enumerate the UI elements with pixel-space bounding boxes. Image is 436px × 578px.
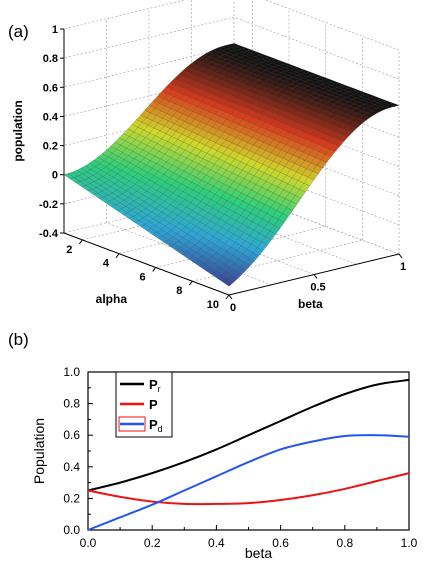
panel-a-label: (a) <box>8 22 29 41</box>
alpha-tick <box>225 294 230 300</box>
y-axis-label: Population <box>31 418 47 484</box>
surface <box>63 43 400 287</box>
beta-tick <box>398 253 403 259</box>
grid-line <box>233 191 400 255</box>
x-tick-label: 1.0 <box>401 536 418 550</box>
ticks-2d <box>87 371 410 531</box>
alpha-axis-line <box>63 232 230 296</box>
series-line-pd <box>87 434 410 531</box>
y-tick-label: 1.0 <box>63 365 80 379</box>
z-tick-label: 0.4 <box>43 111 59 123</box>
beta-tick <box>313 274 318 279</box>
x-tick-label: 0.6 <box>272 536 289 550</box>
z-tick-label: 0.2 <box>43 141 58 153</box>
grid-line <box>63 0 400 51</box>
beta-axis-label: beta <box>298 297 323 311</box>
x-tick-label: 0.8 <box>336 536 353 550</box>
alpha-tick <box>188 280 193 286</box>
z-tick-label: -0.4 <box>39 228 59 240</box>
z-axis-label: population <box>11 100 25 161</box>
y-tick-label: 0.2 <box>63 491 80 505</box>
z-tick-label: 0.8 <box>43 53 58 65</box>
alpha-tick <box>152 267 157 272</box>
alpha-tick-label: 4 <box>103 258 110 270</box>
legend-label: Pr <box>149 377 161 394</box>
legend-swatch-frame <box>118 416 146 432</box>
legend-label: P <box>149 397 158 412</box>
axes-3d <box>60 28 403 300</box>
series-line-pr <box>87 378 410 492</box>
alpha-tick-label: 8 <box>176 285 182 297</box>
alpha-tick-label: 2 <box>66 244 72 256</box>
z-tick-label: 0 <box>52 170 58 182</box>
alpha-tick <box>115 253 120 258</box>
z-tick-label: 1 <box>52 24 58 36</box>
z-tick-label: -0.2 <box>39 199 58 211</box>
beta-tick-label: 0.5 <box>310 282 325 294</box>
y-tick-label: 0.4 <box>63 460 80 474</box>
legend-label: Pd <box>149 417 163 434</box>
series-line-p <box>87 472 410 506</box>
surface-chart: -0.4-0.200.20.40.60.81population246810al… <box>11 0 406 314</box>
y-tick-label: 0.6 <box>63 428 80 442</box>
surface-cell <box>63 173 75 179</box>
alpha-axis-label: alpha <box>96 292 128 306</box>
beta-tick-label: 1 <box>400 261 406 273</box>
x-tick-label: 0.0 <box>80 536 97 550</box>
panel-b-label: (b) <box>8 330 29 349</box>
legend: Pr P Pd <box>115 371 173 438</box>
alpha-tick-label: 10 <box>207 299 219 311</box>
x-axis-label: beta <box>245 545 272 561</box>
x-tick-label: 0.4 <box>208 536 225 550</box>
y-tick-label: 0.0 <box>63 523 80 537</box>
beta-tick-label: 0 <box>230 302 236 314</box>
alpha-tick <box>78 239 83 245</box>
z-tick-label: 0.6 <box>43 82 58 94</box>
grid-line <box>155 226 326 268</box>
x-tick-label: 0.2 <box>144 536 161 550</box>
alpha-tick-label: 6 <box>140 271 146 283</box>
y-tick-label: 0.8 <box>63 397 80 411</box>
grid-line <box>63 16 400 80</box>
beta-tick <box>228 294 233 300</box>
